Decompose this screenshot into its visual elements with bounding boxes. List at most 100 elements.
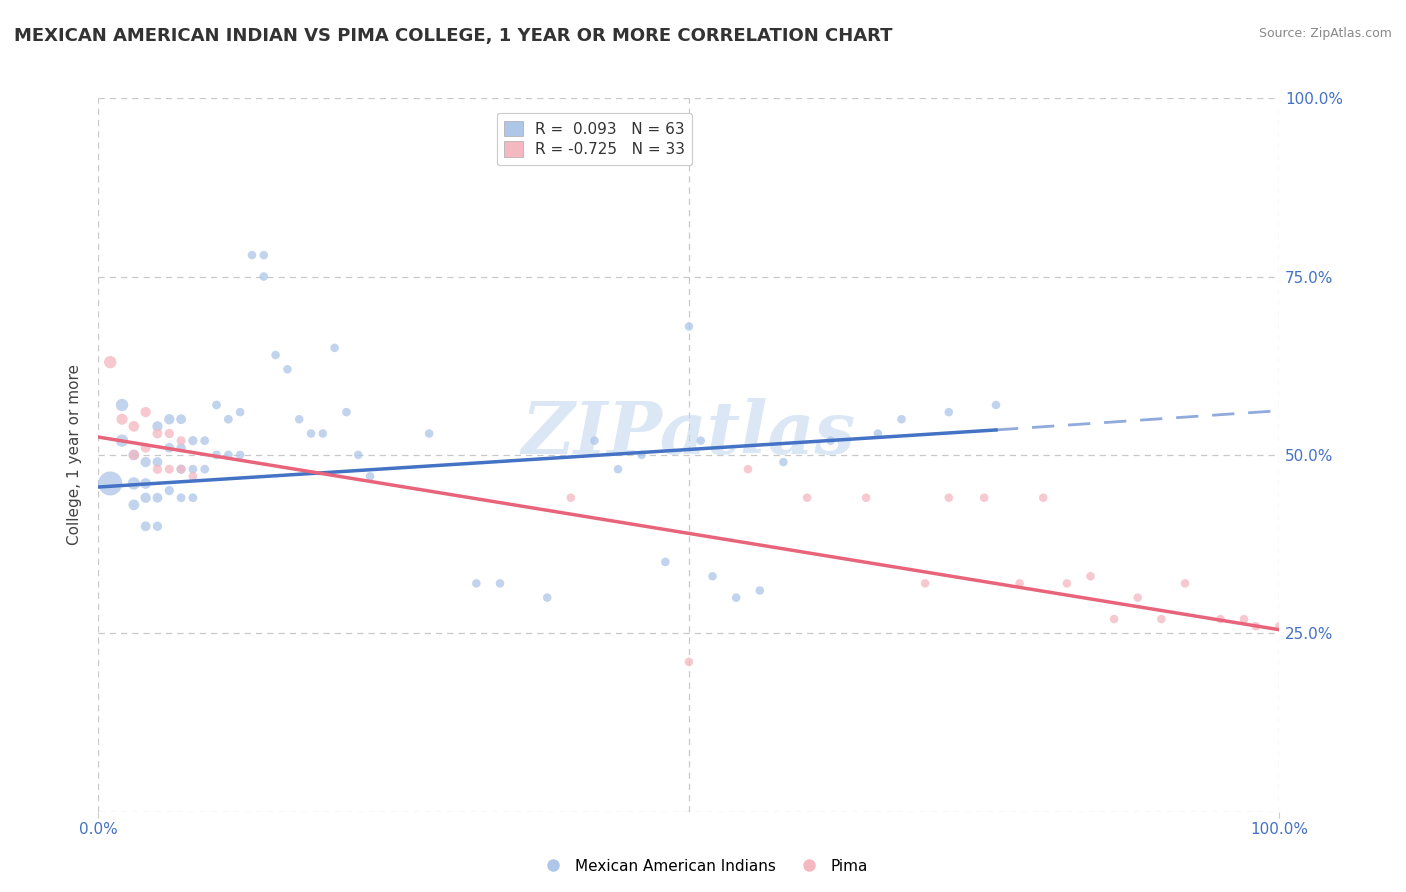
Point <box>205 398 228 412</box>
Point <box>312 426 335 441</box>
Point <box>111 398 134 412</box>
Point <box>170 462 193 476</box>
Point <box>135 519 157 533</box>
Point <box>772 455 794 469</box>
Point <box>359 469 381 483</box>
Text: Source: ZipAtlas.com: Source: ZipAtlas.com <box>1258 27 1392 40</box>
Point <box>122 448 145 462</box>
Point <box>796 491 818 505</box>
Point <box>122 498 145 512</box>
Point <box>914 576 936 591</box>
Point <box>583 434 606 448</box>
Point <box>1126 591 1149 605</box>
Point <box>1102 612 1125 626</box>
Point <box>335 405 357 419</box>
Point <box>323 341 346 355</box>
Point <box>181 462 204 476</box>
Point <box>678 655 700 669</box>
Point <box>299 426 322 441</box>
Point <box>253 269 276 284</box>
Point <box>98 476 121 491</box>
Point <box>465 576 488 591</box>
Point <box>205 448 228 462</box>
Point <box>240 248 263 262</box>
Point <box>157 441 180 455</box>
Point <box>217 448 239 462</box>
Point <box>229 405 252 419</box>
Point <box>855 491 877 505</box>
Point <box>135 491 157 505</box>
Point <box>1008 576 1031 591</box>
Point <box>135 455 157 469</box>
Point <box>157 412 180 426</box>
Point <box>135 405 157 419</box>
Point <box>170 441 193 455</box>
Point <box>146 519 169 533</box>
Point <box>1209 612 1232 626</box>
Point <box>678 319 700 334</box>
Point <box>170 491 193 505</box>
Point <box>194 434 217 448</box>
Point <box>146 455 169 469</box>
Point <box>146 419 169 434</box>
Text: ZIPatlas: ZIPatlas <box>522 398 856 469</box>
Point <box>418 426 440 441</box>
Point <box>737 462 759 476</box>
Point <box>1233 612 1256 626</box>
Point <box>217 412 239 426</box>
Point <box>607 462 630 476</box>
Point <box>122 448 145 462</box>
Point <box>170 434 193 448</box>
Point <box>98 355 121 369</box>
Point <box>181 469 204 483</box>
Point <box>654 555 676 569</box>
Point <box>253 248 276 262</box>
Point <box>938 491 960 505</box>
Point <box>820 434 842 448</box>
Point <box>536 591 558 605</box>
Text: MEXICAN AMERICAN INDIAN VS PIMA COLLEGE, 1 YEAR OR MORE CORRELATION CHART: MEXICAN AMERICAN INDIAN VS PIMA COLLEGE,… <box>14 27 893 45</box>
Point <box>1268 619 1291 633</box>
Legend: Mexican American Indians, Pima: Mexican American Indians, Pima <box>531 853 875 880</box>
Point <box>630 448 652 462</box>
Point <box>560 491 582 505</box>
Point <box>181 491 204 505</box>
Point <box>689 434 711 448</box>
Point <box>146 462 169 476</box>
Point <box>135 476 157 491</box>
Point <box>973 491 995 505</box>
Point <box>984 398 1007 412</box>
Point <box>748 583 770 598</box>
Point <box>111 434 134 448</box>
Y-axis label: College, 1 year or more: College, 1 year or more <box>67 365 83 545</box>
Point <box>288 412 311 426</box>
Point <box>157 483 180 498</box>
Point <box>702 569 724 583</box>
Point <box>122 419 145 434</box>
Point <box>170 462 193 476</box>
Point <box>725 591 748 605</box>
Point <box>170 412 193 426</box>
Point <box>122 476 145 491</box>
Point <box>1174 576 1197 591</box>
Point <box>1056 576 1078 591</box>
Point <box>135 441 157 455</box>
Point <box>1032 491 1054 505</box>
Point <box>146 491 169 505</box>
Point <box>276 362 298 376</box>
Point <box>264 348 287 362</box>
Point <box>1080 569 1102 583</box>
Legend: R =  0.093   N = 63, R = -0.725   N = 33: R = 0.093 N = 63, R = -0.725 N = 33 <box>496 113 692 165</box>
Point <box>1150 612 1173 626</box>
Point <box>938 405 960 419</box>
Point <box>1244 619 1267 633</box>
Point <box>181 434 204 448</box>
Point <box>866 426 889 441</box>
Point <box>194 462 217 476</box>
Point <box>157 426 180 441</box>
Point <box>111 412 134 426</box>
Point <box>890 412 912 426</box>
Point <box>157 462 180 476</box>
Point <box>146 426 169 441</box>
Point <box>347 448 370 462</box>
